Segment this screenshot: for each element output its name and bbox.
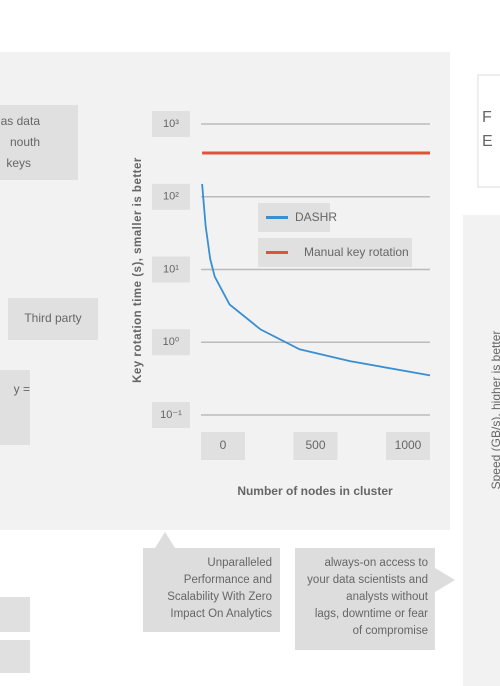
tick-box: [293, 432, 338, 460]
left-box: [0, 370, 30, 445]
left-text: Third party: [24, 311, 81, 325]
callout-text: always-on access to: [324, 557, 428, 569]
y-tick-label: 10⁻¹: [160, 409, 182, 421]
callout-text: Performance and: [184, 574, 272, 586]
x-axis-label: Number of nodes in cluster: [237, 484, 393, 498]
callout-text: Impact On Analytics: [170, 608, 272, 620]
callout-box: [143, 548, 280, 632]
right-panel: [463, 215, 500, 686]
callout-text: analysts without: [346, 591, 429, 603]
left-text: y =: [14, 382, 30, 396]
left-text: keys: [6, 156, 31, 170]
y-tick-label: 10¹: [163, 263, 179, 275]
callout-text: lags, downtime or fear: [315, 608, 428, 620]
left-box: [8, 298, 98, 340]
callout-arrow: [155, 532, 175, 548]
tick-box: [152, 111, 190, 137]
callout-box: [295, 548, 435, 650]
tick-box: [201, 432, 245, 460]
y-tick-label: 10³: [163, 118, 179, 130]
x-tick-label: 500: [305, 438, 325, 452]
tick-box: [386, 432, 430, 460]
callout-text: your data scientists and: [307, 574, 428, 586]
right-box: [477, 74, 500, 188]
left-text: as data: [1, 114, 41, 128]
x-tick-label: 1000: [395, 438, 422, 452]
tick-box: [152, 183, 190, 210]
tick-box: [152, 329, 190, 356]
right-text: F: [482, 109, 492, 126]
line: [201, 183, 431, 377]
tick-box: [152, 256, 190, 283]
callout-text: Scalability With Zero: [167, 591, 272, 603]
left-box: [0, 105, 78, 180]
left-box: [0, 597, 30, 632]
left-text: nouth: [10, 135, 40, 149]
callout-text: of compromise: [353, 625, 428, 637]
legend-label: DASHR: [295, 210, 337, 224]
callout-arrow: [435, 568, 455, 592]
x-tick-label: 0: [220, 438, 227, 452]
legend-label: Manual key rotation: [304, 245, 409, 259]
y-tick-label: 10⁰: [163, 336, 180, 348]
right-axis-label: Speed (GB/s), higher is better: [489, 331, 500, 490]
tick-box: [152, 402, 190, 428]
right-text: E: [482, 133, 493, 150]
left-box: [0, 640, 30, 673]
y-axis-label: Key rotation time (s), smaller is better: [132, 157, 144, 383]
callout-text: Unparalleled: [207, 557, 272, 569]
y-tick-label: 10²: [163, 191, 179, 203]
